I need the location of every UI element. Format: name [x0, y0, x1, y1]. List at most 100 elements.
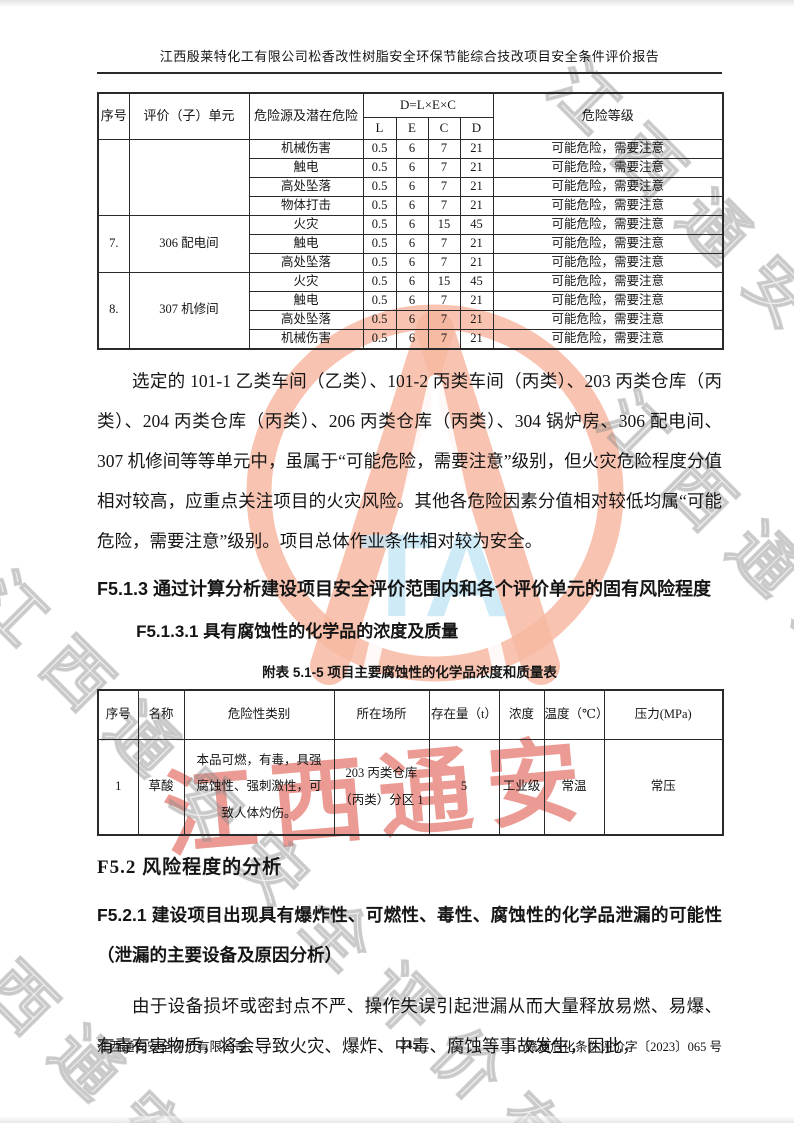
t1-e: 6 — [395, 233, 429, 254]
t1-e: 6 — [395, 157, 429, 178]
t1-d: 21 — [459, 157, 494, 178]
t1-group-unit: 306 配电间 — [128, 214, 250, 273]
t1-c: 7 — [427, 252, 461, 273]
t1-d: 21 — [459, 138, 494, 159]
table-row: 触电 0.5 6 7 21 可能危险，需要注意 — [98, 233, 724, 254]
t1-level: 可能危险，需要注意 — [492, 138, 724, 159]
t1-header-E: E — [395, 116, 429, 140]
t2-index: 1 — [97, 738, 139, 835]
t1-c: 7 — [427, 290, 461, 311]
t1-header-index: 序号 — [97, 92, 130, 140]
t1-header-level: 危险等级 — [492, 92, 724, 140]
t2-pressure: 常压 — [603, 738, 724, 835]
t1-c: 7 — [427, 138, 461, 159]
t1-e: 6 — [395, 214, 429, 235]
t1-e: 6 — [395, 138, 429, 159]
body-paragraph-2: 由于设备损坏或密封点不严、操作失误引起泄漏从而大量释放易燃、易爆、有毒有害物质，… — [97, 995, 722, 1056]
t1-e: 6 — [395, 252, 429, 273]
t1-e: 6 — [395, 290, 429, 311]
t1-l: 0.5 — [362, 290, 397, 311]
t1-l: 0.5 — [362, 176, 397, 197]
t2-header-location: 所在场所 — [333, 689, 430, 740]
t1-c: 7 — [427, 195, 461, 216]
t1-l: 0.5 — [362, 309, 397, 330]
t1-d: 21 — [459, 328, 494, 349]
t1-level: 可能危险，需要注意 — [492, 214, 724, 235]
t1-group-index: 8. — [97, 271, 130, 349]
t1-group-unit: 307 机修间 — [128, 271, 250, 349]
table-row: 7. 306 配电间 火灾 0.5 6 15 45 可能危险，需要注意 — [97, 214, 724, 273]
t1-c: 7 — [427, 233, 461, 254]
t1-c: 7 — [427, 157, 461, 178]
risk-evaluation-table: 序号 评价（子）单元 危险源及潜在危险 D=L×E×C 危险等级 L E C D — [97, 92, 724, 350]
t1-level: 可能危险，需要注意 — [492, 233, 724, 254]
body-paragraph-1: 选定的 101-1 乙类车间（乙类）、101-2 丙类车间（丙类）、203 丙类… — [97, 370, 722, 551]
table-row: 物体打击 0.5 6 7 21 可能危险，需要注意 — [98, 195, 724, 216]
t1-level: 可能危险，需要注意 — [492, 157, 724, 178]
footer-page-number: 245 — [400, 1038, 419, 1052]
t1-header-unit: 评价（子）单元 — [128, 92, 250, 140]
t1-group-index: 7. — [97, 214, 130, 273]
table-row: 高处坠落 0.5 6 7 21 可能危险，需要注意 — [98, 176, 724, 197]
footer-company: 江西通安安全评价有限公司 — [97, 1040, 248, 1054]
t1-hazard: 高处坠落 — [248, 309, 364, 330]
page-footer: 江西通安安全评价有限公司 245 赣通危化条件评价字〔2023〕065 号 — [97, 1036, 722, 1055]
t1-d: 45 — [459, 214, 494, 235]
t1-d: 21 — [459, 309, 494, 330]
corrosive-chemicals-table: 序号 名称 危险性类别 所在场所 存在量（t） 浓度 温度（℃） 压力(MPa)… — [97, 688, 724, 836]
t1-header-D: D — [459, 116, 494, 140]
t1-hazard: 触电 — [248, 290, 364, 311]
t1-d: 21 — [459, 176, 494, 197]
t1-d: 45 — [459, 271, 494, 292]
t1-d: 21 — [459, 195, 494, 216]
t2-concentration: 工业级 — [498, 738, 545, 835]
t2-name: 草酸 — [137, 738, 185, 835]
table2-caption: 附表 5.1-5 项目主要腐蚀性的化学品浓度和质量表 — [262, 664, 557, 680]
table-row: 1 草酸 本品可燃，有毒，具强腐蚀性、强刺激性，可致人体灼伤。 203 丙类仓库… — [97, 738, 724, 835]
t1-hazard: 触电 — [248, 157, 364, 178]
t1-e: 6 — [395, 195, 429, 216]
t1-d: 21 — [459, 233, 494, 254]
t1-level: 可能危险，需要注意 — [492, 309, 724, 330]
table-row: 8. 307 机修间 火灾 0.5 6 15 45 可能危险，需要注意 — [97, 271, 724, 349]
t2-location: 203 丙类仓库（丙类）分区 1 — [333, 738, 430, 835]
t1-l: 0.5 — [362, 271, 397, 292]
t1-level: 可能危险，需要注意 — [492, 252, 724, 273]
t1-l: 0.5 — [362, 252, 397, 273]
t2-header-index: 序号 — [97, 689, 139, 740]
scan-artifact-top — [0, 0, 794, 7]
scan-artifact-bottom — [0, 1116, 794, 1123]
t1-hazard: 机械伤害 — [248, 138, 364, 159]
t1-e: 6 — [395, 309, 429, 330]
t2-header-hazard-class: 危险性类别 — [183, 689, 335, 740]
t1-level: 可能危险，需要注意 — [492, 176, 724, 197]
t1-d: 21 — [459, 252, 494, 273]
t1-c: 7 — [427, 309, 461, 330]
t1-hazard: 触电 — [248, 233, 364, 254]
t1-hazard: 火灾 — [248, 214, 364, 235]
t1-c: 7 — [427, 176, 461, 197]
t1-hazard: 机械伤害 — [248, 328, 364, 349]
t1-hazard: 高处坠落 — [248, 176, 364, 197]
t1-group-unit — [128, 138, 250, 216]
table-row: 机械伤害 0.5 6 7 21 可能危险，需要注意 — [97, 138, 724, 216]
t1-c: 7 — [427, 328, 461, 349]
page-header-title: 江西殷莱特化工有限公司松香改性树脂安全环保节能综合技改项目安全条件评价报告 — [159, 49, 660, 64]
heading-f513: F5.1.3 通过计算分析建设项目安全评价范围内和各个评价单元的固有风险程度 — [97, 578, 712, 599]
t1-l: 0.5 — [362, 157, 397, 178]
t1-l: 0.5 — [362, 138, 397, 159]
t2-header-pressure: 压力(MPa) — [603, 689, 724, 740]
t1-e: 6 — [395, 176, 429, 197]
header-rule — [97, 72, 722, 74]
t1-level: 可能危险，需要注意 — [492, 328, 724, 349]
t1-group-index — [97, 138, 130, 216]
t1-hazard: 火灾 — [248, 271, 364, 292]
t2-header-name: 名称 — [137, 689, 185, 740]
t1-hazard: 高处坠落 — [248, 252, 364, 273]
t1-d: 21 — [459, 290, 494, 311]
heading-f5131: F5.1.3.1 具有腐蚀性的化学品的浓度及质量 — [136, 621, 459, 641]
t1-header-hazard: 危险源及潜在危险 — [248, 92, 364, 140]
t1-e: 6 — [395, 328, 429, 349]
heading-f52: F5.2 风险程度的分析 — [97, 856, 283, 878]
